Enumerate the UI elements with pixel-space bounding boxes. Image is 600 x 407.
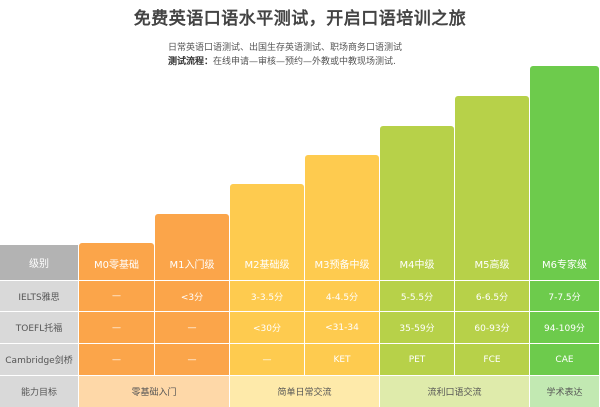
score-cell-0-1: <3分 <box>155 281 229 311</box>
level-bar-2: M2基础级 <box>230 184 304 280</box>
subtitle-test-types: 日常英语口语测试、出国生存英语测试、职场商务口语测试 <box>168 43 403 53</box>
score-cell-0-0: — <box>79 281 154 311</box>
score-cell-2-6: CAE <box>530 344 599 375</box>
score-cell-1-0: — <box>79 312 154 343</box>
score-cell-2-0: — <box>79 344 154 375</box>
level-header-label: 级别 <box>0 245 78 280</box>
row-label-1: TOEFL托福 <box>0 312 78 343</box>
score-cell-1-4: 35-59分 <box>380 312 454 343</box>
score-cell-0-3: 4-4.5分 <box>305 281 379 311</box>
score-cell-2-2: — <box>230 344 304 375</box>
score-cell-1-2: <30分 <box>230 312 304 343</box>
ability-cell-3: 学术表达 <box>530 376 599 407</box>
score-cell-1-6: 94-109分 <box>530 312 599 343</box>
level-bar-0: M0零基础 <box>79 243 154 280</box>
ability-label: 能力目标 <box>0 376 78 407</box>
level-bar-3: M3预备中级 <box>305 155 379 280</box>
score-cell-2-1: — <box>155 344 229 375</box>
subtitle-test-process: 测试流程：在线申请—审核—预约—外教或中教现场测试. <box>168 54 396 67</box>
test-process-text: 在线申请—审核—预约—外教或中教现场测试. <box>213 57 396 67</box>
row-label-0: IELTS雅思 <box>0 281 78 311</box>
level-bar-4: M4中级 <box>380 126 454 280</box>
page-title: 免费英语口语水平测试，开启口语培训之旅 <box>133 9 467 29</box>
level-bar-6: M6专家级 <box>530 66 599 280</box>
score-cell-1-3: <31-34 <box>305 312 379 343</box>
row-label-2: Cambridge剑桥 <box>0 344 78 375</box>
score-cell-0-2: 3-3.5分 <box>230 281 304 311</box>
ability-cell-0: 零基础入门 <box>79 376 229 407</box>
level-bar-1: M1入门级 <box>155 214 229 280</box>
score-cell-0-4: 5-5.5分 <box>380 281 454 311</box>
level-bar-5: M5高级 <box>455 96 529 280</box>
score-cell-0-5: 6-6.5分 <box>455 281 529 311</box>
ability-cell-1: 简单日常交流 <box>230 376 379 407</box>
score-cell-2-3: KET <box>305 344 379 375</box>
score-cell-1-1: — <box>155 312 229 343</box>
ability-cell-2: 流利口语交流 <box>380 376 529 407</box>
score-cell-2-4: PET <box>380 344 454 375</box>
score-cell-2-5: FCE <box>455 344 529 375</box>
test-process-label: 测试流程： <box>168 57 214 67</box>
score-cell-1-5: 60-93分 <box>455 312 529 343</box>
score-cell-0-6: 7-7.5分 <box>530 281 599 311</box>
